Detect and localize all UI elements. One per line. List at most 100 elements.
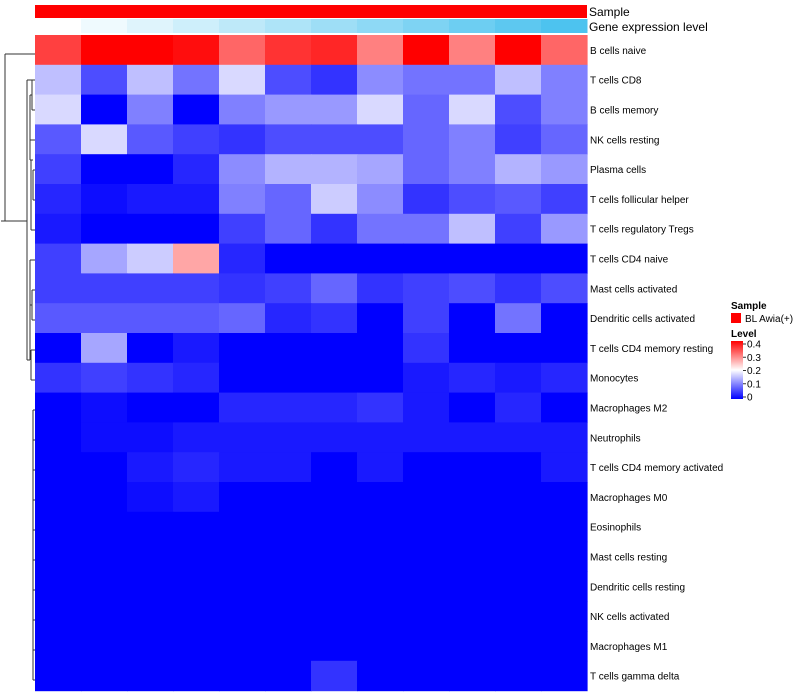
heatmap-cell [173,303,220,334]
heatmap-cell [173,631,220,662]
heatmap-cell [403,631,450,662]
expression-track-cell [173,19,220,33]
heatmap-cell [357,452,404,483]
heatmap-cell [265,631,312,662]
heatmap-cell [541,94,588,125]
heatmap-cell [311,35,358,66]
heatmap-cell [541,154,588,185]
expression-track-cell [449,19,496,33]
heatmap-cell [403,124,450,155]
heatmap-cell [219,184,266,215]
heatmap-cell [127,154,174,185]
row-label: Eosinophils [590,523,641,534]
heatmap-cell [173,154,220,185]
heatmap-cell [81,422,128,453]
legend-level-title: Level [731,329,757,340]
heatmap-cell [265,511,312,543]
expression-track-cell [219,19,266,33]
heatmap-cell [35,571,82,602]
heatmap-cell [219,124,266,155]
heatmap-cell [265,362,312,394]
heatmap-cell [173,452,220,483]
heatmap-cell [219,154,266,185]
heatmap-cell [35,243,82,274]
heatmap-cell [495,94,542,125]
heatmap-cell [311,243,358,274]
heatmap-cell [35,452,82,483]
heatmap-cell [541,362,588,394]
heatmap-cell [127,94,174,125]
heatmap-cell [541,511,588,543]
heatmap-cell [403,601,450,632]
heatmap-cell [541,660,588,692]
heatmap-cell [403,184,450,215]
heatmap-cell [127,303,174,334]
heatmap-cell [35,184,82,215]
heatmap-cell [265,94,312,125]
heatmap-cell [403,213,450,245]
heatmap-cell [35,541,82,572]
heatmap-cell [81,541,128,572]
heatmap-cell [219,601,266,632]
heatmap-cell [127,482,174,513]
heatmap-cell [173,94,220,125]
row-label: Mast cells activated [590,284,677,295]
heatmap-cell [541,422,588,453]
row-label: T cells CD4 naive [590,255,669,266]
heatmap-cell [219,333,266,364]
heatmap-cell [81,184,128,215]
heatmap-cell [311,124,358,155]
heatmap-cell [173,243,220,274]
heatmap-cell [311,660,358,692]
heatmap-cell [449,273,496,304]
heatmap-cell [449,184,496,215]
heatmap-cell [127,631,174,662]
heatmap-cell [35,631,82,662]
heatmap-cell [127,452,174,483]
heatmap-cell [127,273,174,304]
gene-expression-track-label: Gene expression level [589,20,708,34]
heatmap-cell [449,213,496,245]
heatmap-cell [35,35,82,66]
expression-track-cell [265,19,312,33]
heatmap-cell [357,541,404,572]
heatmap-cell [495,184,542,215]
heatmap-cell [265,660,312,692]
heatmap-cell [357,64,404,96]
heatmap-cell [311,94,358,125]
heatmap-cell [403,660,450,692]
row-label: Plasma cells [590,165,646,176]
heatmap-cells [35,35,588,692]
heatmap-cell [311,392,358,423]
heatmap-cell [449,243,496,274]
heatmap-cell [265,601,312,632]
heatmap-cell [357,482,404,513]
heatmap-cell [357,601,404,632]
dendrogram-branch-tail [32,409,35,681]
heatmap-cell [541,64,588,96]
heatmap-cell [173,124,220,155]
sample-track-label: Sample [589,5,630,19]
heatmap-cell [541,392,588,423]
heatmap-cell [357,184,404,215]
heatmap-cell [449,541,496,572]
heatmap-cell [219,452,266,483]
heatmap-cell [357,631,404,662]
heatmap-cell [265,452,312,483]
heatmap-cell [173,660,220,692]
heatmap-cell [81,631,128,662]
heatmap-cell [357,154,404,185]
heatmap-cell [449,660,496,692]
heatmap-cell [403,273,450,304]
heatmap-cell [127,243,174,274]
heatmap-cell [495,541,542,572]
heatmap-cell [357,571,404,602]
dendrogram-branch-main [1,53,35,222]
heatmap-cell [357,362,404,394]
heatmap-cell [495,392,542,423]
heatmap-cell [449,362,496,394]
heatmap-cell [403,541,450,572]
heatmap-cell [449,303,496,334]
heatmap-cell [127,184,174,215]
heatmap-cell [403,511,450,543]
